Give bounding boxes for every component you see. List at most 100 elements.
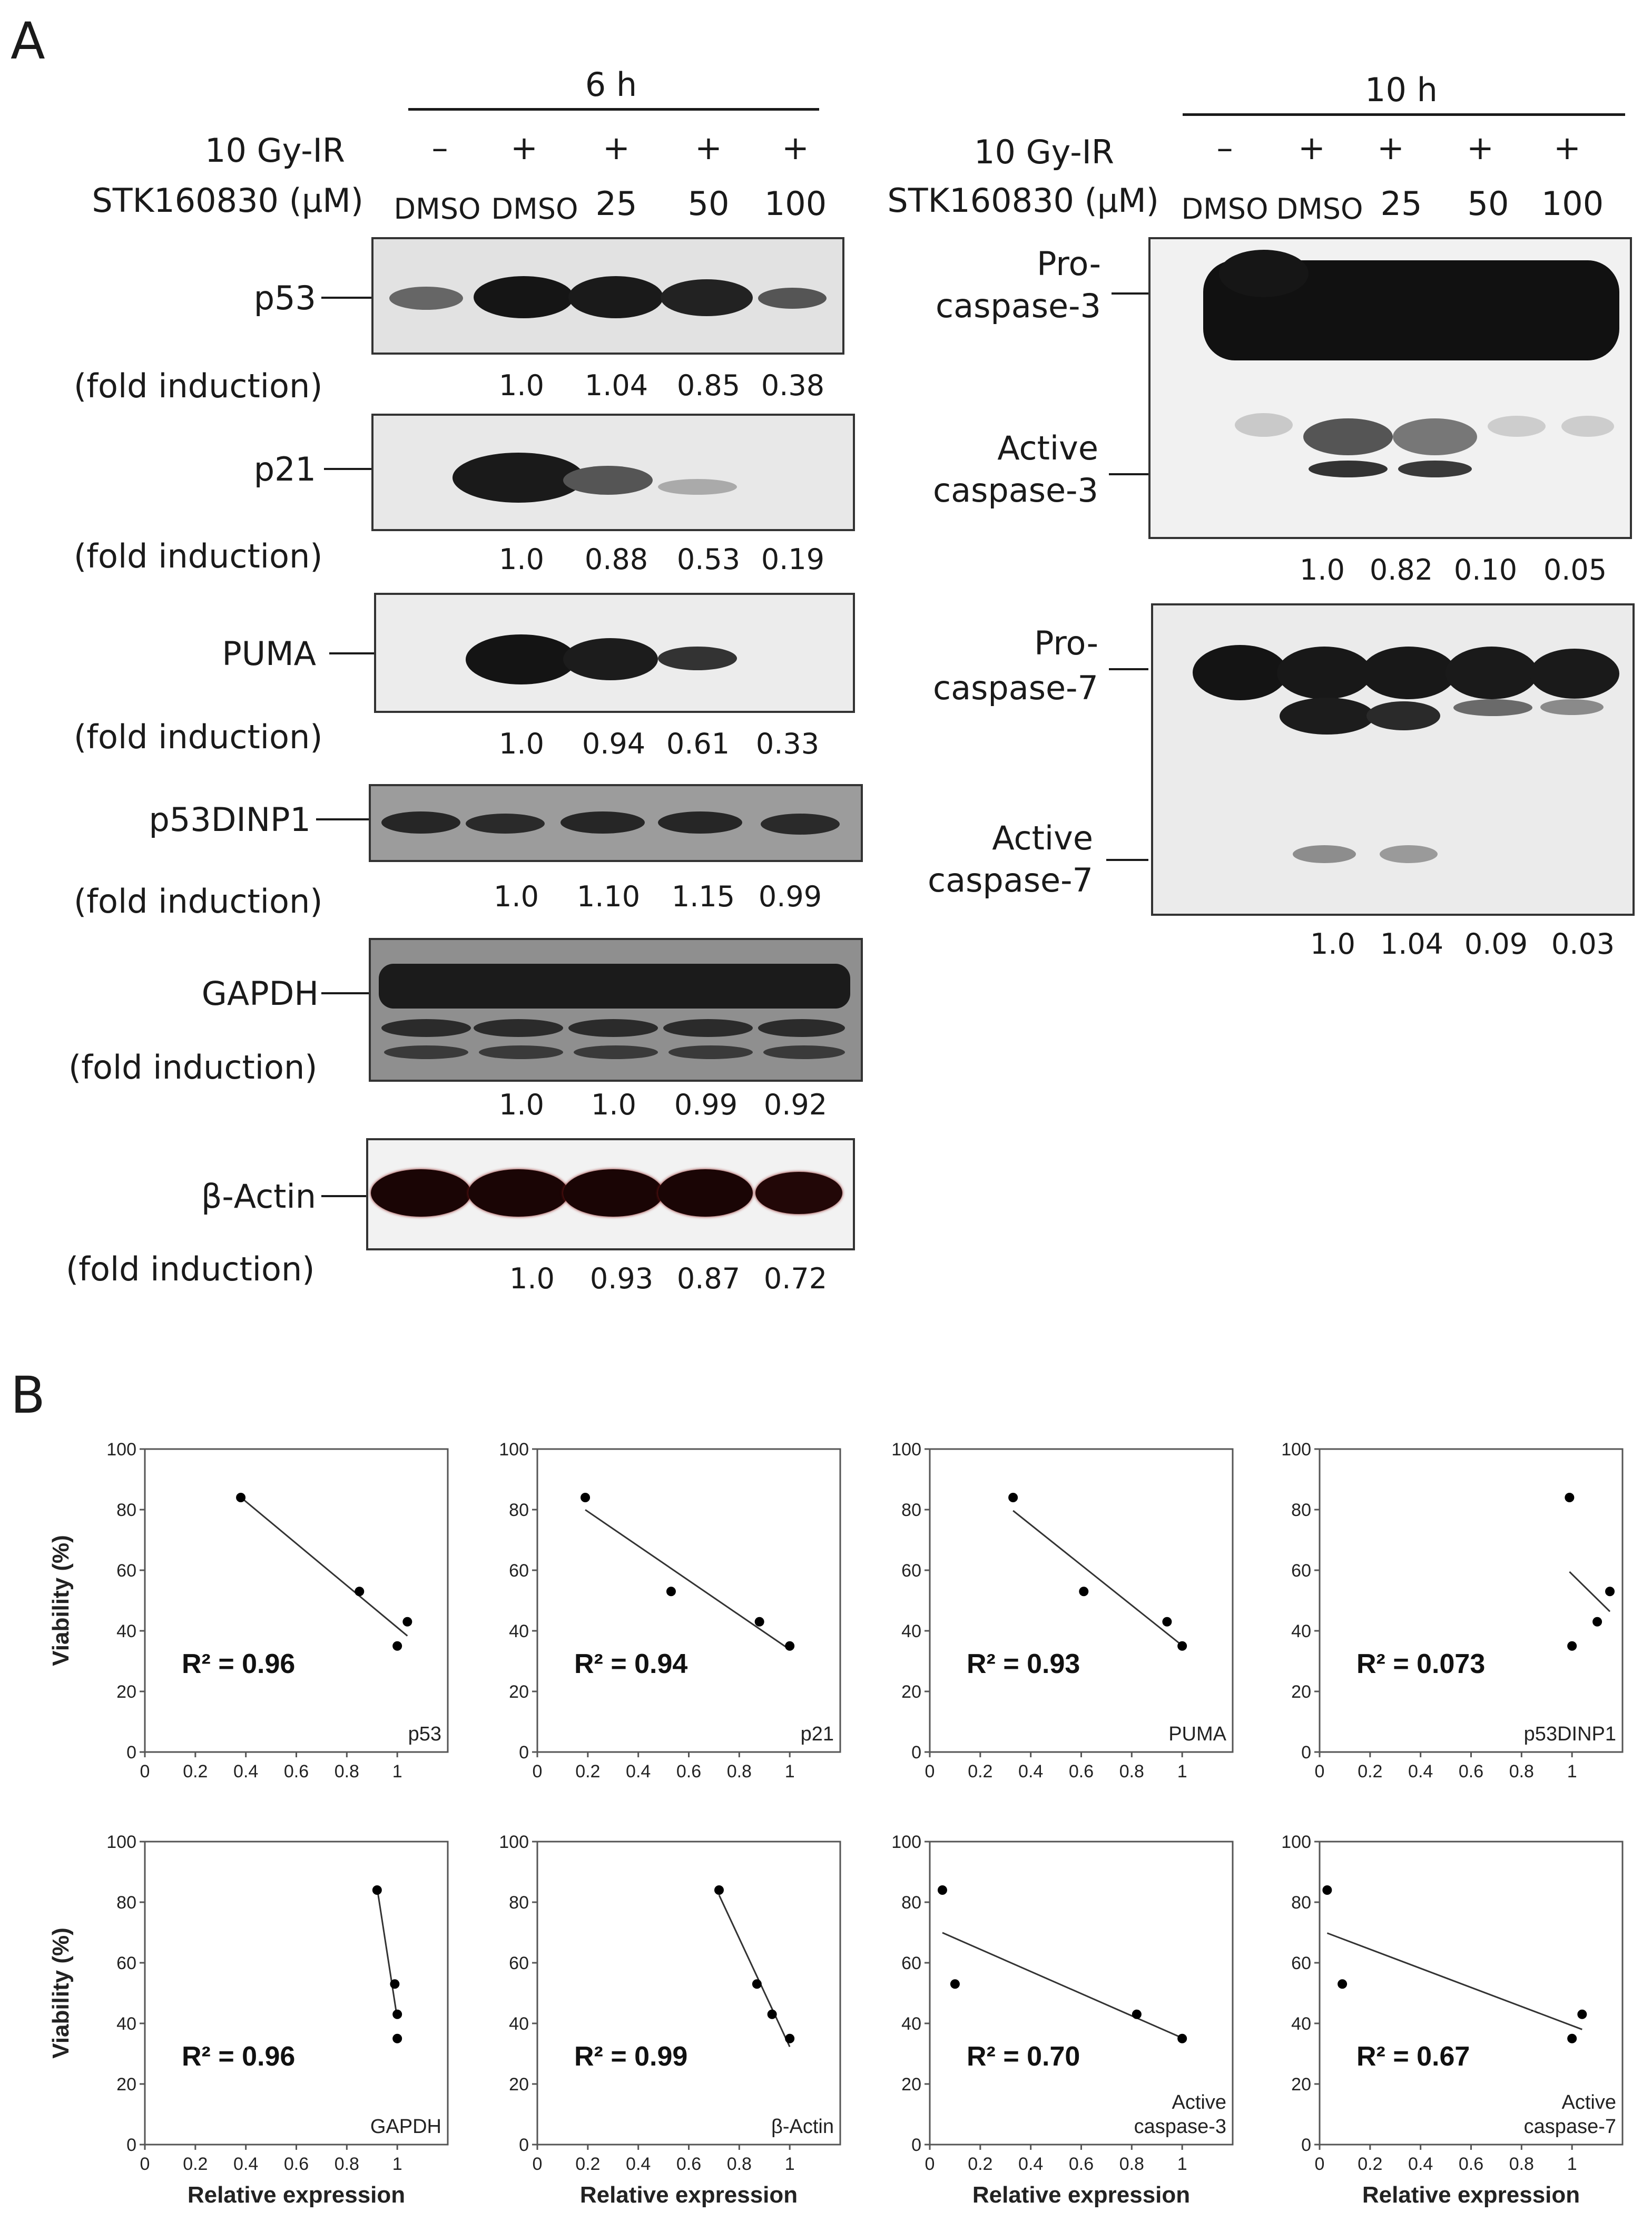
x-tick-label: 0.4 — [233, 1762, 258, 1782]
x-tick-label: 1 — [785, 2154, 795, 2174]
right-ir-mark-1: – — [1216, 129, 1233, 167]
trendline — [376, 1887, 398, 2019]
plot-frame-0 — [144, 1448, 449, 1753]
fold-beta-actin-4: 0.72 — [763, 1262, 828, 1295]
data-point — [1079, 1587, 1089, 1597]
x-tick-label: 1 — [392, 1762, 402, 1782]
y-tick-label: 40 — [509, 2014, 529, 2034]
x-tick-label: 0.6 — [1459, 2154, 1483, 2174]
blot-caspase-7 — [1151, 603, 1635, 916]
casp3-pro-tick — [1112, 292, 1148, 295]
fold-casp7-3: 0.09 — [1464, 927, 1528, 961]
x-tick-label: 0 — [1315, 1762, 1325, 1782]
right-ir-mark-3: + — [1377, 129, 1404, 167]
fold-p21-1: 1.0 — [499, 543, 544, 576]
y-tick-label: 60 — [901, 1953, 921, 1973]
data-point — [1132, 2009, 1142, 2019]
x-tick-label: 0.2 — [968, 2154, 992, 2174]
x-tick-label: 0.4 — [1408, 2154, 1433, 2174]
x-tick-label: 0.2 — [575, 1762, 600, 1782]
fold-casp7-1: 1.0 — [1310, 927, 1355, 961]
panel-a-letter: A — [11, 12, 45, 71]
right-ir-label: 10 Gy-IR — [974, 133, 1114, 171]
fold-gapdh-2: 1.0 — [591, 1088, 636, 1121]
casp7-active-tick — [1106, 859, 1148, 861]
y-tick-label: 20 — [509, 1682, 529, 1702]
right-ir-mark-5: + — [1553, 129, 1581, 167]
left-dose-5: 100 — [764, 184, 827, 223]
r2-label: R² = 0.99 — [574, 2041, 687, 2072]
y-tick-label: 0 — [1301, 1743, 1311, 1763]
data-point — [1567, 2033, 1577, 2043]
x-tick-label: 0.8 — [1119, 1762, 1144, 1782]
x-tick-label: 0.4 — [1018, 2154, 1043, 2174]
data-point — [1567, 1641, 1577, 1651]
y-tick-label: 0 — [519, 1743, 529, 1763]
y-tick-label: 80 — [1291, 1893, 1311, 1913]
data-point — [392, 2009, 402, 2019]
right-dose-2: DMSO — [1276, 192, 1363, 226]
y-tick-label: 20 — [901, 1682, 921, 1702]
y-tick-label: 40 — [116, 1621, 136, 1641]
x-tick-label: 0.2 — [183, 2154, 208, 2174]
blot-label-p21: p21 — [253, 450, 316, 488]
y-tick-label: 60 — [509, 1561, 529, 1581]
blot-label-p53dinp1: p53DINP1 — [149, 800, 311, 839]
left-drug-label: STK160830 (μM) — [92, 181, 363, 220]
x-tick-label: 0.4 — [626, 1762, 651, 1782]
fold-casp3-4: 0.05 — [1543, 553, 1607, 586]
data-point — [1338, 1979, 1348, 1989]
right-dose-3: 25 — [1380, 184, 1422, 223]
x-tick-label: 0.8 — [1509, 2154, 1534, 2174]
left-time-label: 6 h — [585, 65, 637, 104]
x-tick-label: 0.8 — [335, 1762, 359, 1782]
y-tick-label: 60 — [1291, 1953, 1311, 1973]
y-tick-label: 0 — [911, 2135, 921, 2155]
right-time-label: 10 h — [1365, 71, 1438, 109]
blot-gapdh — [369, 938, 863, 1082]
x-tick-label: 1 — [1567, 2154, 1577, 2174]
casp3-pro-label-2: caspase-3 — [936, 287, 1101, 325]
y-tick-label: 100 — [891, 1440, 921, 1460]
fold-puma-3: 0.61 — [666, 727, 730, 760]
fold-label-puma: (fold induction) — [74, 718, 323, 756]
x-tick-label: 1 — [785, 1762, 795, 1782]
data-point — [392, 2033, 402, 2043]
x-tick-label: 0.4 — [626, 2154, 651, 2174]
fold-casp3-2: 0.82 — [1369, 553, 1433, 586]
blot-tick-gapdh — [321, 992, 369, 994]
y-tick-label: 40 — [116, 2014, 136, 2034]
fold-casp3-3: 0.10 — [1453, 553, 1518, 586]
fold-p53-4: 0.38 — [761, 369, 825, 402]
x-tick-label: 0.6 — [676, 1762, 701, 1782]
data-point — [236, 1493, 246, 1502]
blot-tick-puma — [329, 652, 374, 654]
left-dose-3: 25 — [595, 184, 637, 223]
x-tick-label: 0.2 — [575, 2154, 600, 2174]
casp7-pro-label-1: Pro- — [1034, 624, 1098, 662]
left-ir-mark-3: + — [603, 129, 630, 167]
left-ir-label: 10 Gy-IR — [205, 131, 345, 170]
plot-frame-3 — [1319, 1448, 1624, 1753]
y-tick-label: 20 — [901, 2075, 921, 2095]
series-label-line1: Active — [1562, 2091, 1616, 2113]
y-tick-label: 80 — [509, 1500, 529, 1520]
y-tick-label: 0 — [126, 1743, 136, 1763]
blot-p21 — [371, 414, 855, 531]
trendline — [1569, 1571, 1611, 1612]
y-tick-label: 100 — [891, 1832, 921, 1852]
x-tick-label: 0.2 — [1358, 2154, 1382, 2174]
casp7-pro-tick — [1109, 668, 1148, 670]
data-point — [1565, 1493, 1575, 1502]
data-point — [1162, 1617, 1172, 1627]
y-tick-label: 100 — [1281, 1832, 1311, 1852]
trendline — [718, 1894, 791, 2047]
fold-p53-1: 1.0 — [499, 369, 544, 402]
y-tick-label: 100 — [1281, 1440, 1311, 1460]
y-tick-label: 20 — [1291, 1682, 1311, 1702]
x-tick-label: 0.4 — [1018, 1762, 1043, 1782]
data-point — [1592, 1617, 1602, 1627]
y-tick-label: 60 — [116, 1953, 136, 1973]
y-tick-label: 40 — [1291, 1621, 1311, 1641]
